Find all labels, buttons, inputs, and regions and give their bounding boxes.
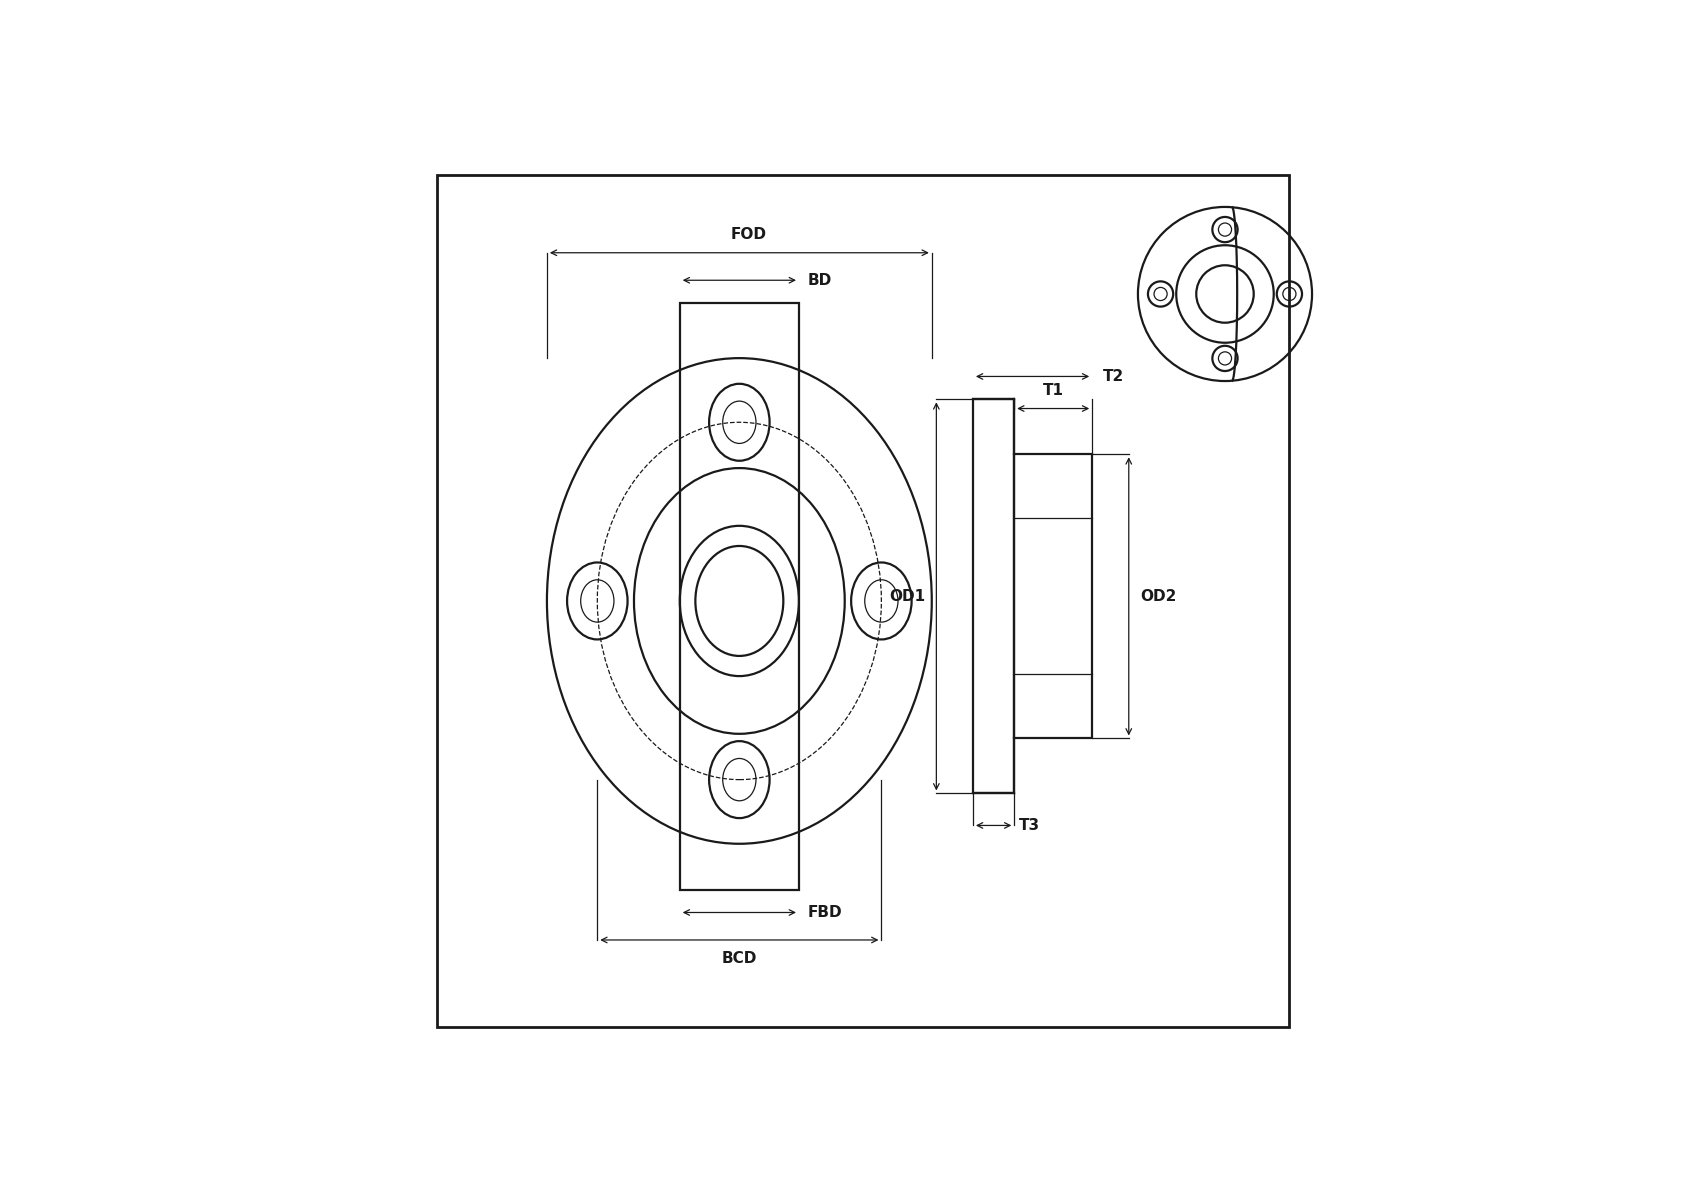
Text: FBD: FBD [808,904,842,920]
Bar [973,400,1014,794]
Text: BD: BD [808,273,832,288]
Text: T3: T3 [1019,818,1041,833]
Text: FOD: FOD [731,227,766,242]
Text: OD1: OD1 [889,589,926,603]
Bar [1014,455,1093,738]
Text: BCD: BCD [722,951,758,966]
Text: T1: T1 [1042,382,1064,397]
Bar [680,303,798,890]
Text: OD2: OD2 [1140,589,1175,603]
Text: T2: T2 [1103,369,1125,384]
